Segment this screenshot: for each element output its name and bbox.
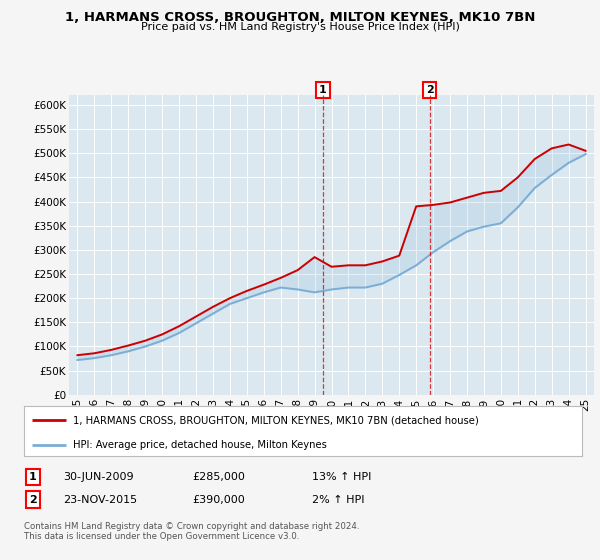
Text: 1: 1 (319, 85, 327, 95)
Text: 1: 1 (29, 472, 37, 482)
Text: £390,000: £390,000 (192, 494, 245, 505)
Text: 1, HARMANS CROSS, BROUGHTON, MILTON KEYNES, MK10 7BN: 1, HARMANS CROSS, BROUGHTON, MILTON KEYN… (65, 11, 535, 24)
Text: Contains HM Land Registry data © Crown copyright and database right 2024.
This d: Contains HM Land Registry data © Crown c… (24, 522, 359, 542)
Text: Price paid vs. HM Land Registry's House Price Index (HPI): Price paid vs. HM Land Registry's House … (140, 22, 460, 32)
Text: HPI: Average price, detached house, Milton Keynes: HPI: Average price, detached house, Milt… (73, 440, 327, 450)
Text: 1, HARMANS CROSS, BROUGHTON, MILTON KEYNES, MK10 7BN (detached house): 1, HARMANS CROSS, BROUGHTON, MILTON KEYN… (73, 415, 479, 425)
Text: 2% ↑ HPI: 2% ↑ HPI (312, 494, 365, 505)
Text: 23-NOV-2015: 23-NOV-2015 (63, 494, 137, 505)
Text: 30-JUN-2009: 30-JUN-2009 (63, 472, 134, 482)
Text: £285,000: £285,000 (192, 472, 245, 482)
Text: 2: 2 (29, 494, 37, 505)
Text: 2: 2 (426, 85, 434, 95)
Text: 13% ↑ HPI: 13% ↑ HPI (312, 472, 371, 482)
